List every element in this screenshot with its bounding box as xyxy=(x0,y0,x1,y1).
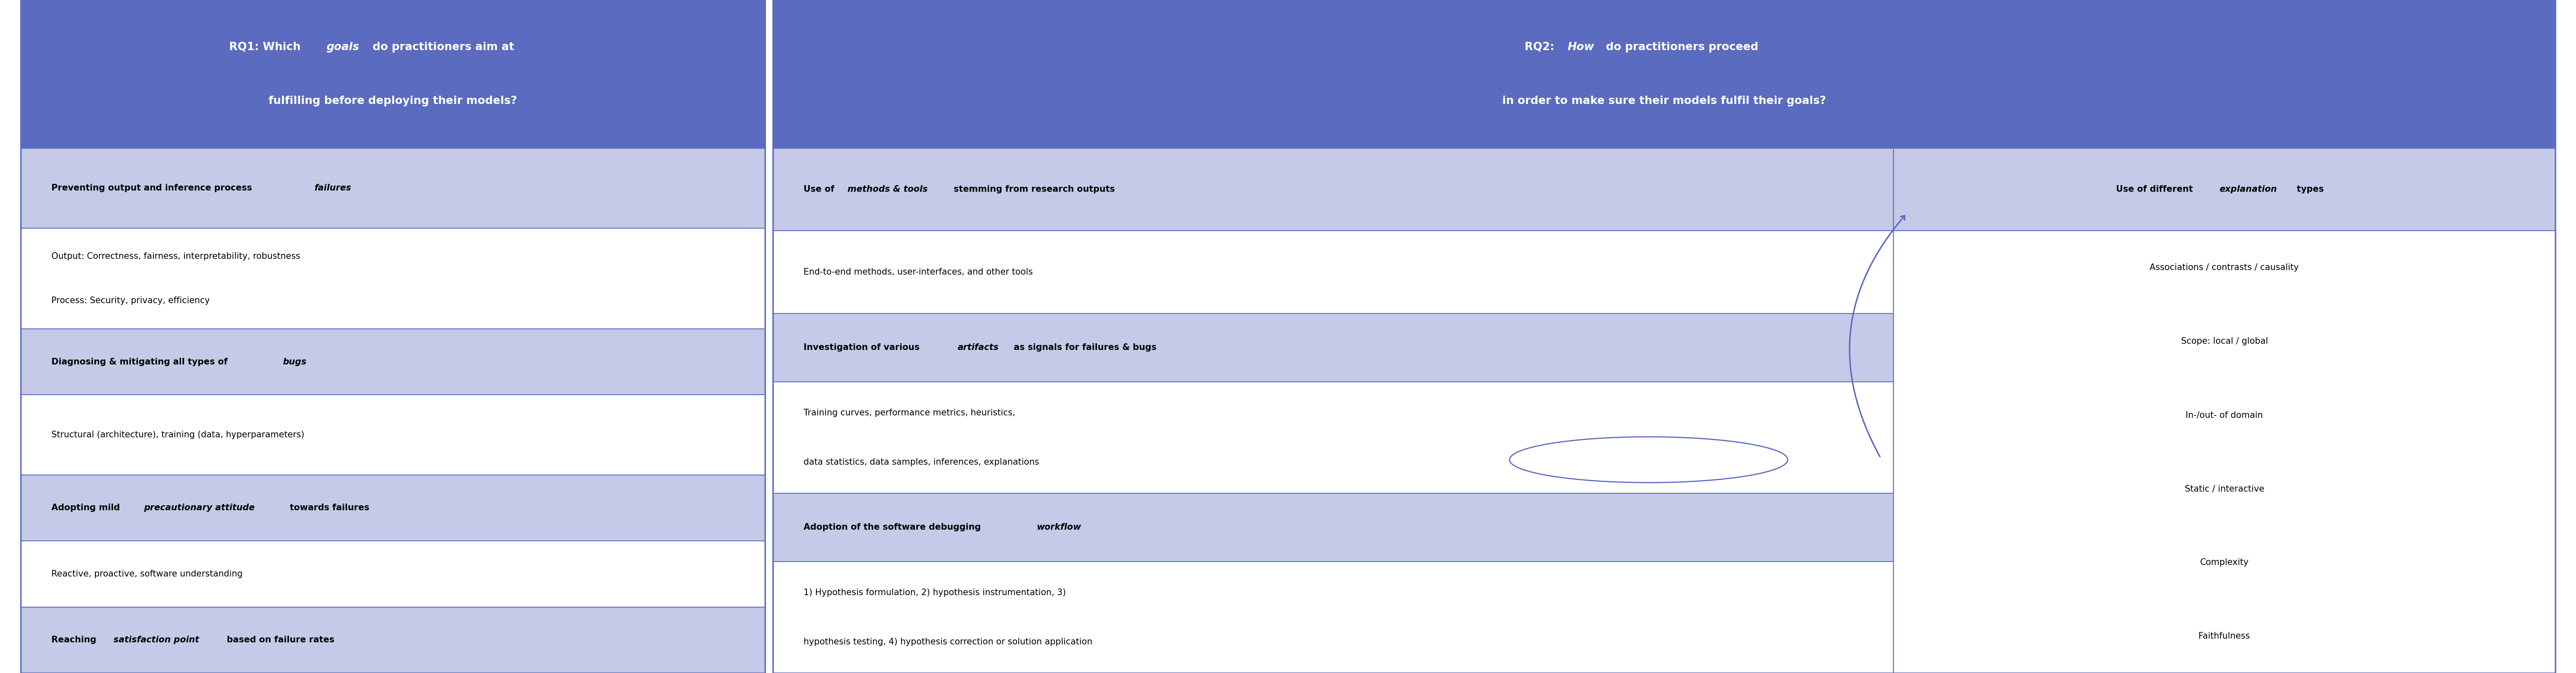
Text: based on failure rates: based on failure rates xyxy=(224,636,335,644)
Text: towards failures: towards failures xyxy=(286,503,368,512)
Text: Adopting mild: Adopting mild xyxy=(52,503,124,512)
FancyBboxPatch shape xyxy=(773,314,1893,382)
FancyBboxPatch shape xyxy=(773,148,1893,231)
Text: hypothesis testing, 4) hypothesis correction or solution application: hypothesis testing, 4) hypothesis correc… xyxy=(804,637,1092,646)
FancyBboxPatch shape xyxy=(773,561,1893,673)
Text: types: types xyxy=(2293,185,2324,194)
Text: 1) Hypothesis formulation, 2) hypothesis instrumentation, 3): 1) Hypothesis formulation, 2) hypothesis… xyxy=(804,589,1066,597)
Text: bugs: bugs xyxy=(283,358,307,366)
Text: Reaching: Reaching xyxy=(52,636,100,644)
Text: do practitioners aim at: do practitioners aim at xyxy=(368,42,515,52)
FancyBboxPatch shape xyxy=(21,607,765,673)
Text: in order to make sure their models fulfil their goals?: in order to make sure their models fulfi… xyxy=(1502,96,1826,106)
Text: Process: Security, privacy, efficiency: Process: Security, privacy, efficiency xyxy=(52,297,211,305)
FancyBboxPatch shape xyxy=(773,493,1893,561)
Text: End-to-end methods, user-interfaces, and other tools: End-to-end methods, user-interfaces, and… xyxy=(804,268,1033,276)
Text: stemming from research outputs: stemming from research outputs xyxy=(951,185,1115,194)
Text: as signals for failures & bugs: as signals for failures & bugs xyxy=(1010,343,1157,352)
FancyBboxPatch shape xyxy=(21,541,765,607)
FancyBboxPatch shape xyxy=(21,148,765,228)
Text: RQ1: Which: RQ1: Which xyxy=(229,42,304,52)
Text: Training curves, performance metrics, heuristics,: Training curves, performance metrics, he… xyxy=(804,409,1015,417)
Text: Adoption of the software debugging: Adoption of the software debugging xyxy=(804,523,984,532)
Text: Complexity: Complexity xyxy=(2200,559,2249,567)
FancyBboxPatch shape xyxy=(21,475,765,541)
Text: Preventing output and inference process: Preventing output and inference process xyxy=(52,184,255,192)
Text: Scope: local / global: Scope: local / global xyxy=(2182,337,2267,345)
FancyBboxPatch shape xyxy=(1893,148,2555,231)
FancyBboxPatch shape xyxy=(21,395,765,475)
Text: explanation: explanation xyxy=(2221,185,2277,194)
Text: RQ2:: RQ2: xyxy=(1525,42,1558,52)
Text: Investigation of various: Investigation of various xyxy=(804,343,922,352)
FancyBboxPatch shape xyxy=(773,382,1893,493)
Text: do practitioners proceed: do practitioners proceed xyxy=(1602,42,1759,52)
Text: How: How xyxy=(1569,42,1595,52)
Text: Associations / contrasts / causality: Associations / contrasts / causality xyxy=(2151,263,2298,272)
Text: workflow: workflow xyxy=(1036,523,1082,532)
Text: Static / interactive: Static / interactive xyxy=(2184,485,2264,493)
FancyArrowPatch shape xyxy=(1850,216,1904,457)
FancyBboxPatch shape xyxy=(21,228,765,329)
Text: Reactive, proactive, software understanding: Reactive, proactive, software understand… xyxy=(52,570,242,578)
Text: goals: goals xyxy=(327,42,358,52)
Text: methods & tools: methods & tools xyxy=(848,185,927,194)
Text: In-/out- of domain: In-/out- of domain xyxy=(2184,411,2264,419)
Text: Output: Correctness, fairness, interpretability, robustness: Output: Correctness, fairness, interpret… xyxy=(52,252,301,260)
Text: fulfilling before deploying their models?: fulfilling before deploying their models… xyxy=(268,96,518,106)
Text: failures: failures xyxy=(314,184,350,192)
FancyBboxPatch shape xyxy=(21,329,765,395)
Text: satisfaction point: satisfaction point xyxy=(113,636,198,644)
FancyBboxPatch shape xyxy=(773,0,2555,148)
Text: precautionary attitude: precautionary attitude xyxy=(144,503,255,512)
FancyBboxPatch shape xyxy=(773,231,1893,314)
Text: Use of different: Use of different xyxy=(2117,185,2197,194)
FancyBboxPatch shape xyxy=(1893,231,2555,673)
Text: data statistics, data samples, inferences, explanations: data statistics, data samples, inference… xyxy=(804,458,1038,466)
FancyBboxPatch shape xyxy=(21,0,765,148)
Text: Structural (architecture), training (data, hyperparameters): Structural (architecture), training (dat… xyxy=(52,431,304,439)
Text: Diagnosing & mitigating all types of: Diagnosing & mitigating all types of xyxy=(52,358,232,366)
Text: artifacts: artifacts xyxy=(958,343,999,352)
Text: Use of: Use of xyxy=(804,185,837,194)
Text: Faithfulness: Faithfulness xyxy=(2200,632,2249,640)
